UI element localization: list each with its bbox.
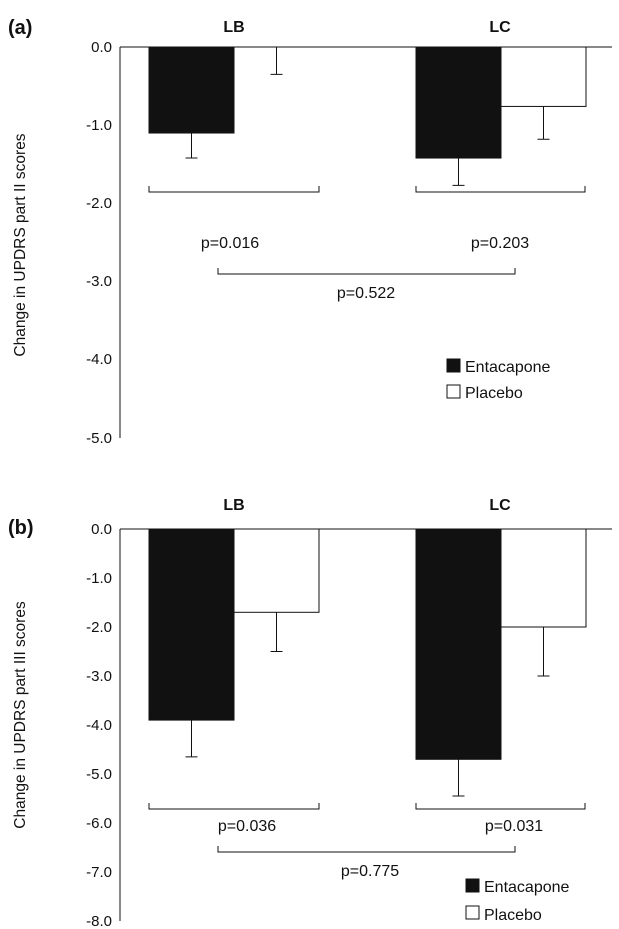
panel-b-y-tick-label: -6.0 <box>86 815 112 832</box>
panel-a-bar-lc-placebo <box>500 46 587 107</box>
panel-a-y-axis: 0.0 -1.0 -2.0 -3.0 -4.0 -5.0 <box>86 39 121 447</box>
panel-b-bar-lb-entacapone <box>148 528 235 721</box>
panel-b-y-tick-label: -3.0 <box>86 668 112 685</box>
panel-a-error-bar-lc-placebo <box>537 106 550 140</box>
panel-a-p-value-lc: p=0.203 <box>471 235 529 252</box>
panel-b-legend-label-entacapone: Entacapone <box>484 879 570 896</box>
panel-b-y-axis-title: Change in UPDRS part III scores <box>12 601 29 829</box>
panel-a-y-axis-title: Change in UPDRS part II scores <box>12 133 29 356</box>
panel-a-group-label-lb: LB <box>223 19 244 36</box>
panel-a-error-bar-lb-entacapone <box>185 133 198 159</box>
panel-a-group-label-lc: LC <box>489 19 511 36</box>
panel-b-legend-label-placebo: Placebo <box>484 907 542 924</box>
panel-a-bars <box>148 46 587 186</box>
panel-a-p-value-lb: p=0.016 <box>201 235 259 252</box>
panel-b-legend-swatch-entacapone <box>465 878 480 893</box>
panel-b-y-axis: 0.0 -1.0 -2.0 -3.0 -4.0 -5.0 -6.0 -7.0 -… <box>86 521 121 929</box>
panel-b-group-label-lc: LC <box>489 497 511 514</box>
panel-a-p-value-lb-vs-lc: p=0.522 <box>337 285 395 302</box>
panel-a-error-bar-lb-placebo <box>270 47 283 75</box>
panel-a-legend: Entacapone Placebo <box>446 358 551 402</box>
panel-b-p-value-lb: p=0.036 <box>218 818 276 835</box>
panel-b-bar-lc-entacapone <box>415 528 502 760</box>
panel-a: (a) LB LC Change in UPDRS part II scores… <box>8 17 612 447</box>
panel-b-legend-swatch-placebo <box>465 905 480 920</box>
panel-b-bracket-lc <box>415 803 586 810</box>
panel-b-p-value-lb-vs-lc: p=0.775 <box>341 863 399 880</box>
panel-a-legend-label-entacapone: Entacapone <box>465 359 551 376</box>
panel-b-label: (b) <box>8 517 34 539</box>
panel-b-error-bar-lb-entacapone <box>185 720 198 758</box>
panel-a-legend-swatch-entacapone <box>446 358 461 373</box>
panel-b-error-bar-lc-entacapone <box>452 759 465 797</box>
panel-a-y-tick-label: -5.0 <box>86 430 112 447</box>
panel-b-y-tick-label: 0.0 <box>91 521 112 538</box>
panel-b-legend: Entacapone Placebo <box>465 878 570 924</box>
panel-b-y-tick-label: -1.0 <box>86 570 112 587</box>
panel-a-bar-lc-entacapone <box>415 46 502 159</box>
panel-b-y-tick-label: -2.0 <box>86 619 112 636</box>
panel-b-bracket-lb <box>148 803 320 810</box>
panel-b-y-tick-label: -8.0 <box>86 913 112 929</box>
panel-a-y-tick-label: 0.0 <box>91 39 112 56</box>
panel-b-bars <box>148 528 587 797</box>
panel-a-y-tick-label: -4.0 <box>86 351 112 368</box>
panel-a-legend-swatch-placebo <box>446 384 461 399</box>
panel-a-bracket-lb <box>148 186 320 193</box>
panel-b: (b) LB LC Change in UPDRS part III score… <box>8 497 612 929</box>
panel-b-bracket-lb-vs-lc <box>217 846 516 853</box>
panel-b-y-tick-label: -4.0 <box>86 717 112 734</box>
panel-b-bar-lb-placebo <box>233 528 320 613</box>
panel-a-y-tick-label: -2.0 <box>86 195 112 212</box>
panel-a-legend-label-placebo: Placebo <box>465 385 523 402</box>
panel-a-bar-lb-entacapone <box>148 46 235 134</box>
panel-b-group-label-lb: LB <box>223 497 244 514</box>
panel-a-bracket-lb-vs-lc <box>217 268 516 275</box>
panel-a-error-bar-lc-entacapone <box>452 158 465 186</box>
panel-a-y-tick-label: -3.0 <box>86 273 112 290</box>
panel-a-bracket-lc <box>415 186 586 193</box>
panel-a-label: (a) <box>8 17 32 39</box>
panel-a-y-tick-label: -1.0 <box>86 117 112 134</box>
panel-b-error-bar-lc-placebo <box>537 627 550 677</box>
panel-b-bar-lc-placebo <box>500 528 587 628</box>
panel-b-y-tick-label: -5.0 <box>86 766 112 783</box>
panel-b-p-value-lc: p=0.031 <box>485 818 543 835</box>
panel-b-y-tick-label: -7.0 <box>86 864 112 881</box>
panel-b-error-bar-lb-placebo <box>270 612 283 652</box>
